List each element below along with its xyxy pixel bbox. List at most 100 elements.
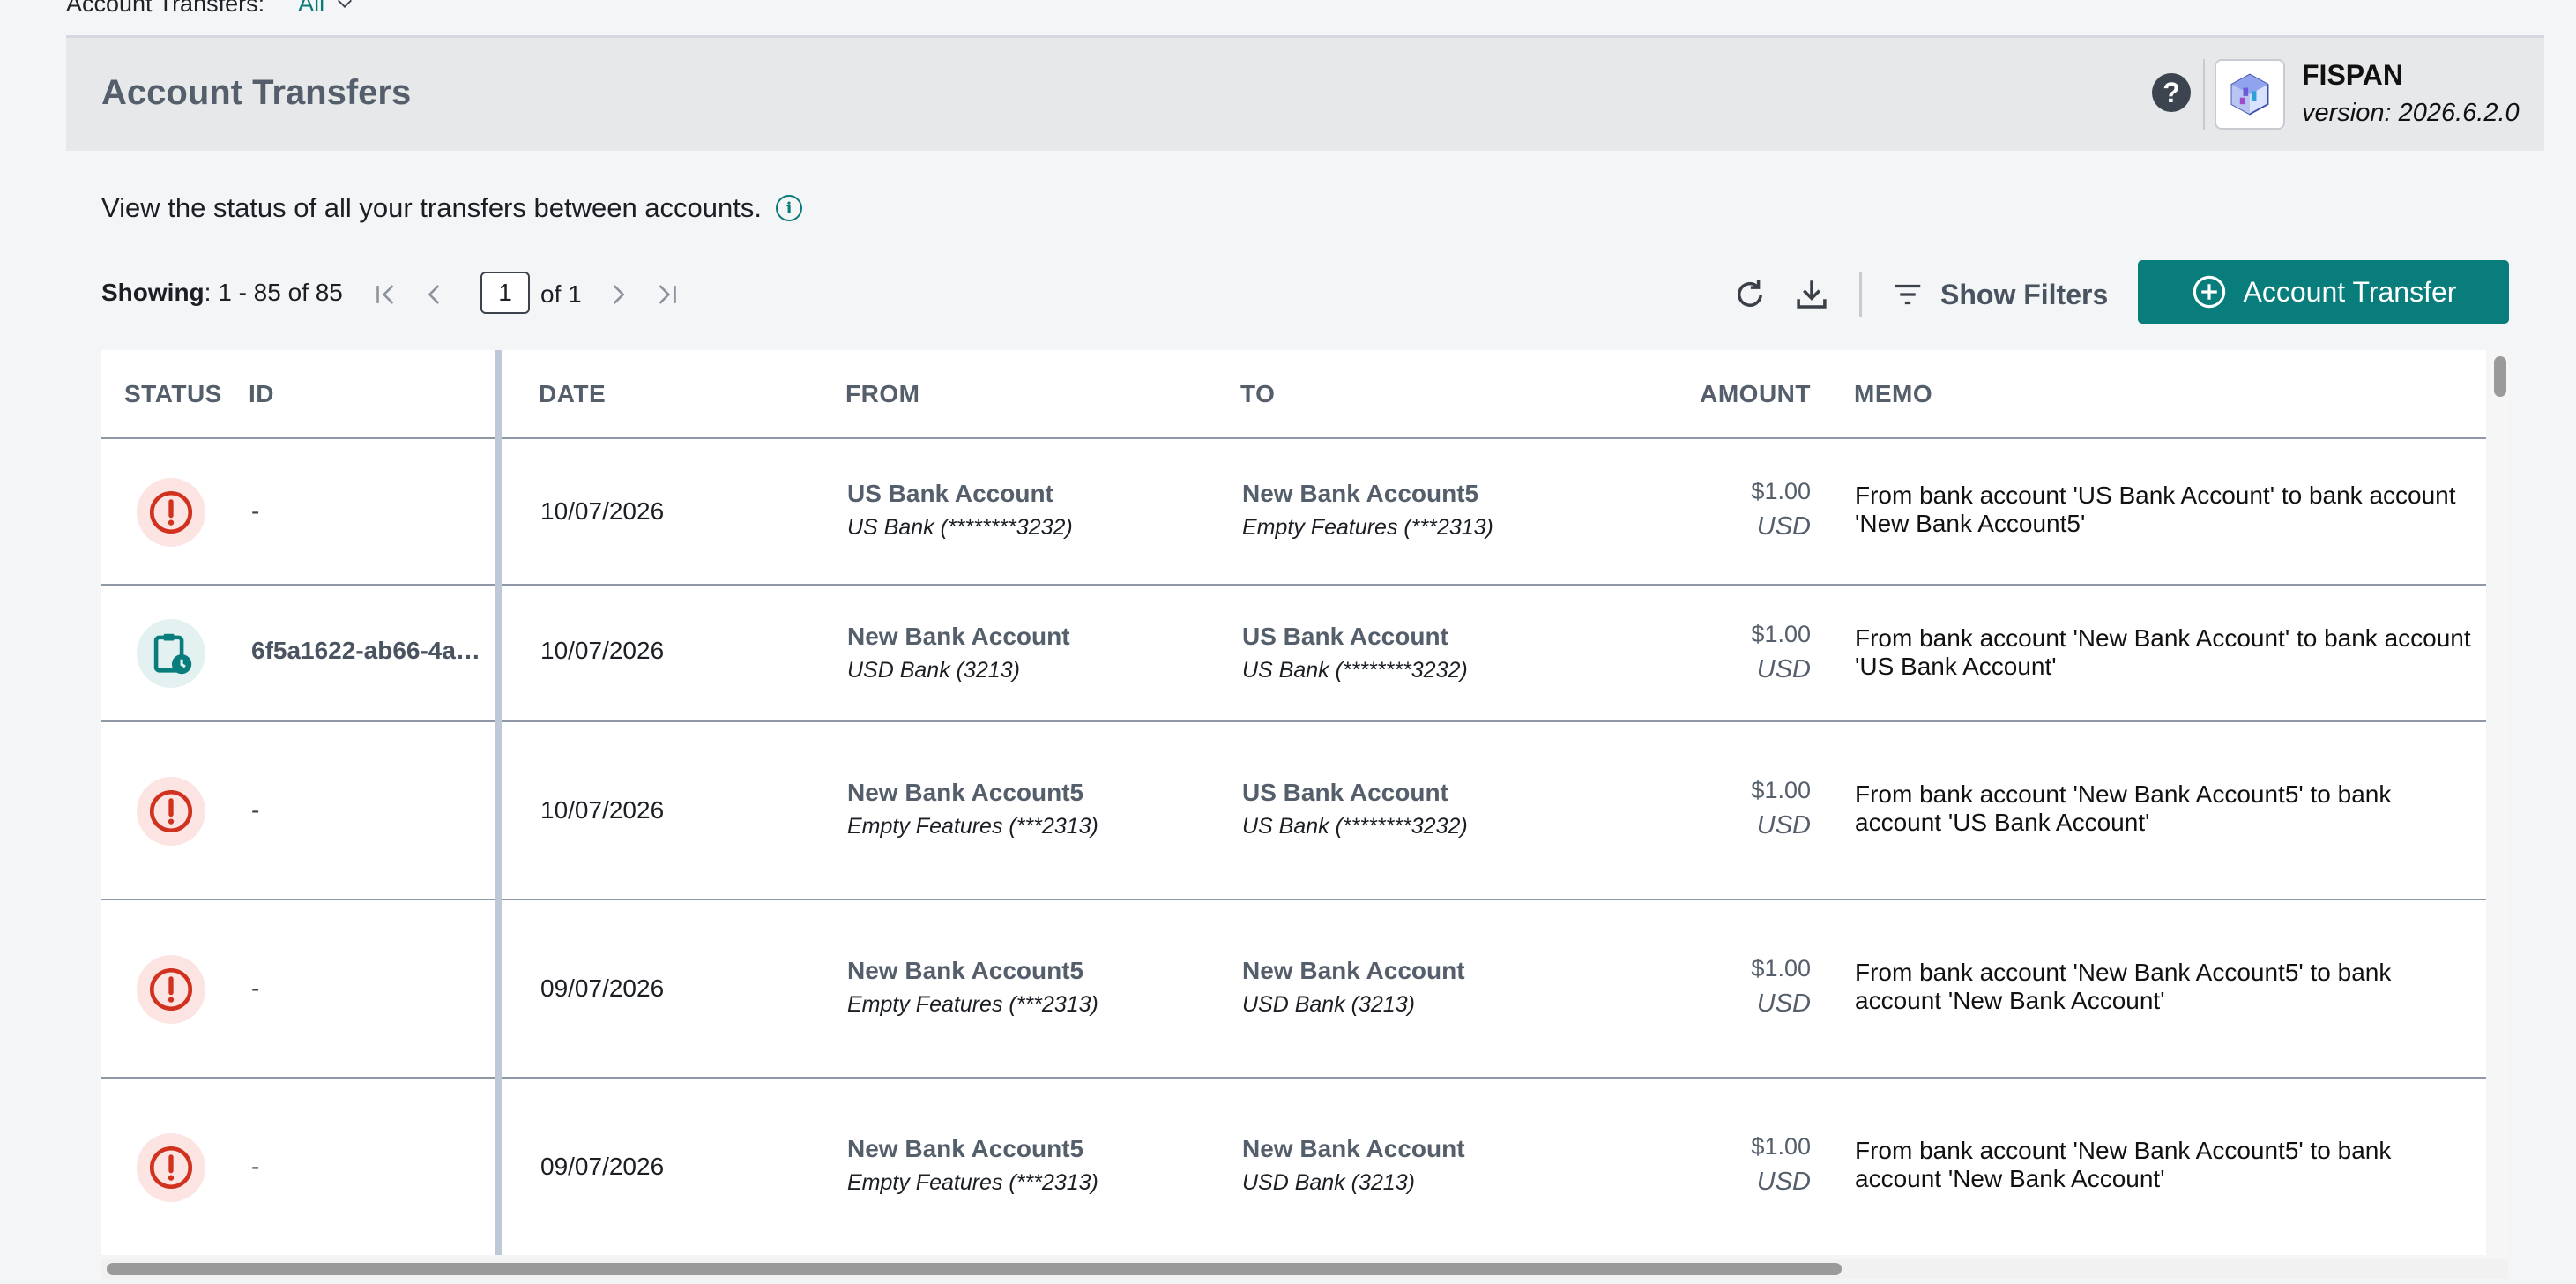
new-transfer-label: Account Transfer xyxy=(2243,275,2457,308)
error-status-icon xyxy=(137,1133,205,1202)
sticky-column-divider xyxy=(495,350,502,1255)
transfer-date: 09/07/2026 xyxy=(540,974,665,1002)
transfer-id: - xyxy=(251,497,260,525)
amount-currency: USD xyxy=(1756,811,1811,840)
amount-currency: USD xyxy=(1756,1168,1811,1196)
help-icon[interactable]: ? xyxy=(2152,73,2191,112)
transfer-date: 09/07/2026 xyxy=(540,1153,665,1180)
error-status-icon xyxy=(137,777,205,846)
total-pages: of 1 xyxy=(540,280,582,308)
to-account-name: New Bank Account5 xyxy=(1242,480,1479,507)
transfer-date: 10/07/2026 xyxy=(540,637,665,664)
filter-icon xyxy=(1895,284,1921,305)
to-account-name: US Bank Account xyxy=(1242,779,1448,806)
horizontal-scrollbar[interactable] xyxy=(101,1259,2508,1279)
column-header-to[interactable]: TO xyxy=(1240,380,1276,407)
amount-currency: USD xyxy=(1756,655,1811,683)
transfer-id: - xyxy=(251,974,260,1002)
from-account: New Bank Account5 Empty Features (***231… xyxy=(847,957,1098,1018)
column-header-from[interactable]: FROM xyxy=(845,380,920,407)
from-account: New Bank Account USD Bank (3213) xyxy=(847,623,1070,683)
page-number-input[interactable]: 1 xyxy=(480,272,530,314)
amount-value: $1.00 xyxy=(1751,955,1811,982)
to-account: US Bank Account US Bank (********3232) xyxy=(1242,779,1468,840)
cube-logo-icon xyxy=(2215,59,2285,130)
amount: $1.00 USD xyxy=(1634,478,1811,541)
from-account-detail: US Bank (********3232) xyxy=(847,515,1073,540)
to-account-name: US Bank Account xyxy=(1242,623,1448,650)
from-account-detail: USD Bank (3213) xyxy=(847,658,1020,683)
new-account-transfer-button[interactable]: Account Transfer xyxy=(2138,260,2509,324)
memo: From bank account 'US Bank Account' to b… xyxy=(1855,482,2456,537)
filter-dropdown[interactable]: All xyxy=(298,0,354,18)
to-account: New Bank Account5 Empty Features (***231… xyxy=(1242,480,1493,541)
transfer-id[interactable]: 6f5a1622-ab66-4a9... xyxy=(251,637,489,664)
refresh-icon[interactable] xyxy=(1729,273,1771,316)
memo: From bank account 'New Bank Account' to … xyxy=(1855,624,2471,680)
account-transfers-filter: Account Transfers: All xyxy=(66,0,354,19)
table-row[interactable]: - 09/07/2026 New Bank Account5 Empty Fea… xyxy=(101,1079,2486,1255)
column-header-date[interactable]: DATE xyxy=(539,380,607,407)
amount: $1.00 USD xyxy=(1634,955,1811,1019)
error-status-icon xyxy=(137,478,205,547)
filter-label: Account Transfers: xyxy=(66,0,265,17)
pending-status-icon xyxy=(137,619,205,688)
transfers-table: STATUS ID DATE FROM TO AMOUNT MEMO - 10/… xyxy=(101,350,2486,1255)
vertical-scrollbar[interactable] xyxy=(2490,351,2508,1257)
first-page-icon[interactable] xyxy=(366,275,405,314)
divider xyxy=(66,35,2544,38)
vertical-scroll-thumb[interactable] xyxy=(2494,356,2506,397)
to-account-detail: USD Bank (3213) xyxy=(1242,992,1415,1017)
table-row[interactable]: - 10/07/2026 US Bank Account US Bank (**… xyxy=(101,439,2486,586)
table-row[interactable]: - 09/07/2026 New Bank Account5 Empty Fea… xyxy=(101,900,2486,1079)
to-account: New Bank Account USD Bank (3213) xyxy=(1242,957,1465,1018)
show-filters-label: Show Filters xyxy=(1940,278,2109,310)
showing-count: Showing: 1 - 85 of 85 xyxy=(101,279,343,307)
to-account-detail: US Bank (********3232) xyxy=(1242,814,1468,839)
column-header-id[interactable]: ID xyxy=(249,380,274,407)
to-account: US Bank Account US Bank (********3232) xyxy=(1242,623,1468,683)
previous-page-icon[interactable] xyxy=(415,275,454,314)
memo: From bank account 'New Bank Account5' to… xyxy=(1855,1137,2392,1192)
amount-value: $1.00 xyxy=(1751,1133,1811,1160)
error-status-icon xyxy=(137,955,205,1024)
table-toolbar: Showing: 1 - 85 of 85 1 of 1 Show Filter… xyxy=(101,260,2509,326)
download-icon[interactable] xyxy=(1791,273,1833,316)
column-header-amount[interactable]: AMOUNT xyxy=(1700,380,1811,407)
transfer-date: 10/07/2026 xyxy=(540,497,665,525)
page-description: View the status of all your transfers be… xyxy=(101,192,802,224)
plus-circle-icon xyxy=(2193,275,2225,309)
description-text: View the status of all your transfers be… xyxy=(101,192,762,223)
table-header: STATUS ID DATE FROM TO AMOUNT MEMO xyxy=(101,350,2486,439)
brand-version: version: 2026.6.2.0 xyxy=(2302,99,2520,127)
next-page-icon[interactable] xyxy=(599,275,637,314)
amount: $1.00 USD xyxy=(1634,777,1811,840)
amount-currency: USD xyxy=(1756,989,1811,1018)
chevron-down-icon xyxy=(338,0,353,8)
brand-block: FISPAN version: 2026.6.2.0 xyxy=(2302,59,2520,128)
horizontal-scroll-thumb[interactable] xyxy=(107,1263,1842,1275)
table-row[interactable]: - 10/07/2026 New Bank Account5 Empty Fea… xyxy=(101,722,2486,900)
page-header: Account Transfers ? FISPAN version: 2026… xyxy=(66,38,2544,151)
info-icon[interactable]: i xyxy=(776,195,802,221)
to-account-name: New Bank Account xyxy=(1242,957,1465,984)
memo: From bank account 'New Bank Account5' to… xyxy=(1855,959,2392,1014)
column-header-memo[interactable]: MEMO xyxy=(1854,380,1933,407)
show-filters-button[interactable]: Show Filters xyxy=(1891,272,2108,317)
amount-value: $1.00 xyxy=(1751,777,1811,803)
toolbar-divider xyxy=(1859,272,1862,317)
from-account: US Bank Account US Bank (********3232) xyxy=(847,480,1073,541)
to-account-detail: Empty Features (***2313) xyxy=(1242,515,1493,540)
amount: $1.00 USD xyxy=(1634,621,1811,684)
amount-currency: USD xyxy=(1756,512,1811,541)
amount: $1.00 USD xyxy=(1634,1133,1811,1197)
header-divider xyxy=(2203,59,2205,130)
from-account-detail: Empty Features (***2313) xyxy=(847,814,1098,839)
memo: From bank account 'New Bank Account5' to… xyxy=(1855,780,2392,836)
column-header-status[interactable]: STATUS xyxy=(124,380,222,407)
transfer-id: - xyxy=(251,796,260,824)
table-row[interactable]: 6f5a1622-ab66-4a9... 10/07/2026 New Bank… xyxy=(101,586,2486,722)
transfer-date: 10/07/2026 xyxy=(540,796,665,824)
last-page-icon[interactable] xyxy=(648,275,687,314)
showing-label: Showing xyxy=(101,279,205,306)
